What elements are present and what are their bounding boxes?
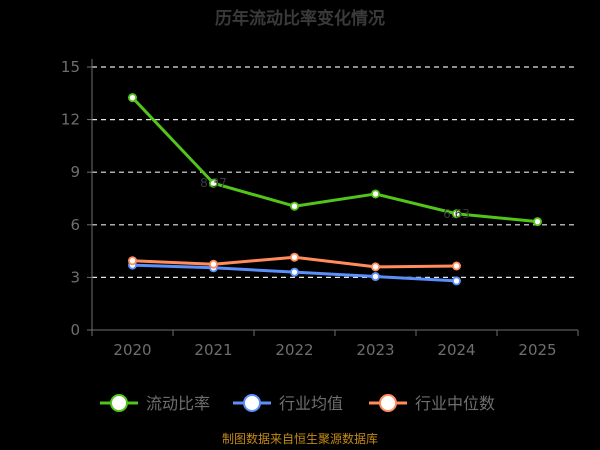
- series-lines: [127, 93, 543, 286]
- data-point: [370, 272, 380, 282]
- data-point: [208, 259, 218, 269]
- data-point: [289, 201, 299, 211]
- y-tick-label: 3: [70, 268, 80, 286]
- y-tick-label: 6: [70, 216, 80, 234]
- x-tick-label: 2021: [194, 341, 232, 359]
- data-point: [127, 93, 137, 103]
- data-point: [289, 252, 299, 262]
- source-note: 制图数据来自恒生聚源数据库: [222, 431, 378, 446]
- data-point: [208, 178, 218, 188]
- chart-title: 历年流动比率变化情况: [215, 8, 385, 29]
- legend: 流动比率 行业均值 行业中位数: [100, 394, 495, 413]
- legend-label-2: 行业中位数: [415, 394, 495, 413]
- data-point: [451, 261, 461, 271]
- x-tick-label: 2024: [437, 341, 475, 359]
- x-tick-label: 2022: [275, 341, 313, 359]
- data-labels: 8.37 6.63: [200, 176, 470, 221]
- legend-marker-1: [243, 394, 261, 412]
- data-point: [370, 189, 380, 199]
- data-point: [370, 262, 380, 272]
- data-point: [451, 209, 461, 219]
- y-tick-label: 12: [61, 111, 80, 129]
- y-tick-label: 0: [70, 321, 80, 339]
- data-point: [533, 217, 543, 227]
- grid-lines: [92, 66, 578, 278]
- x-tick-label: 2020: [113, 341, 151, 359]
- axes: 0 3 6 9 12 15 2020 2021 2022 2023 2024 2025: [61, 58, 579, 359]
- data-point: [289, 267, 299, 277]
- data-label: 6.63: [443, 207, 470, 221]
- y-tick-label: 15: [61, 58, 80, 76]
- legend-label-0: 流动比率: [146, 394, 210, 413]
- x-tick-label: 2023: [356, 341, 394, 359]
- x-tick-label: 2025: [518, 341, 556, 359]
- legend-label-1: 行业均值: [279, 394, 343, 413]
- series-line-0: [131, 96, 539, 224]
- data-point: [451, 276, 461, 286]
- legend-marker-0: [110, 394, 128, 412]
- legend-marker-2: [379, 394, 397, 412]
- data-point: [127, 256, 137, 266]
- data-label: 8.37: [200, 176, 227, 190]
- y-tick-label: 9: [70, 163, 80, 181]
